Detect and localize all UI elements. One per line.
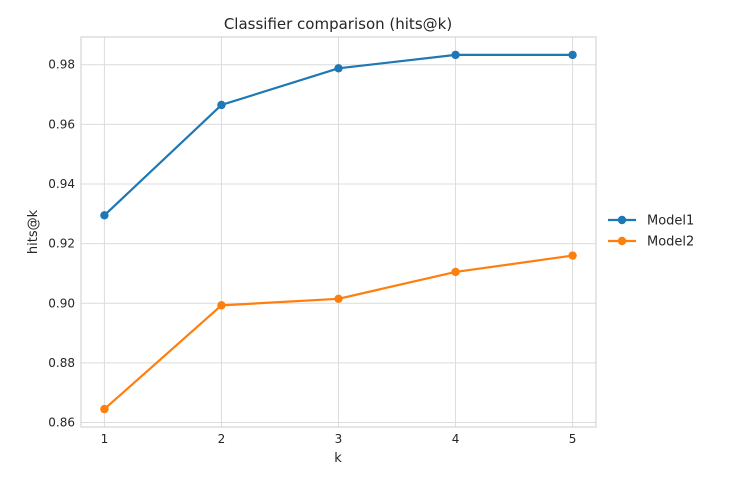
data-point	[100, 211, 109, 220]
data-point	[568, 50, 577, 60]
y-tick-label: 0.92	[48, 237, 75, 251]
y-tick-label: 0.94	[48, 177, 75, 191]
x-gridlines	[103, 37, 574, 427]
data-point	[217, 301, 226, 310]
y-tick-labels: 0.86 0.88 0.90 0.92 0.94 0.96 0.98	[48, 58, 75, 430]
chart-title: Classifier comparison (hits@k)	[224, 15, 452, 33]
data-point	[451, 50, 460, 60]
x-tick-label: 4	[452, 432, 460, 446]
y-tick-label: 0.98	[48, 58, 75, 72]
y-tick-label: 0.86	[48, 416, 75, 430]
y-tick-label: 0.88	[48, 356, 75, 370]
data-point	[217, 100, 226, 110]
y-axis-title: hits@k	[26, 209, 41, 254]
data-point	[451, 267, 460, 277]
plot-frame	[80, 36, 597, 428]
x-tick-label: 5	[569, 432, 577, 446]
x-tick-label: 2	[218, 432, 226, 446]
legend-item: Model2	[608, 235, 694, 250]
series-layer	[100, 50, 577, 414]
y-tick-label: 0.90	[48, 296, 75, 310]
series-model1	[100, 50, 577, 220]
legend-marker	[617, 215, 627, 225]
data-point	[100, 404, 109, 414]
series-model2	[100, 251, 577, 414]
x-axis-title: k	[334, 451, 342, 466]
x-tick-label: 3	[335, 432, 343, 446]
legend-marker	[617, 236, 627, 246]
legend-label: Model1	[647, 214, 694, 229]
legend-item: Model1	[608, 214, 694, 229]
data-point	[568, 251, 577, 260]
data-point	[334, 64, 343, 73]
x-tick-labels: 1 2 3 4 5	[101, 432, 577, 446]
legend: Model1 Model2	[608, 214, 694, 250]
y-tick-label: 0.96	[48, 117, 75, 131]
legend-label: Model2	[647, 235, 694, 250]
data-point	[334, 294, 343, 303]
x-tick-label: 1	[101, 432, 109, 446]
